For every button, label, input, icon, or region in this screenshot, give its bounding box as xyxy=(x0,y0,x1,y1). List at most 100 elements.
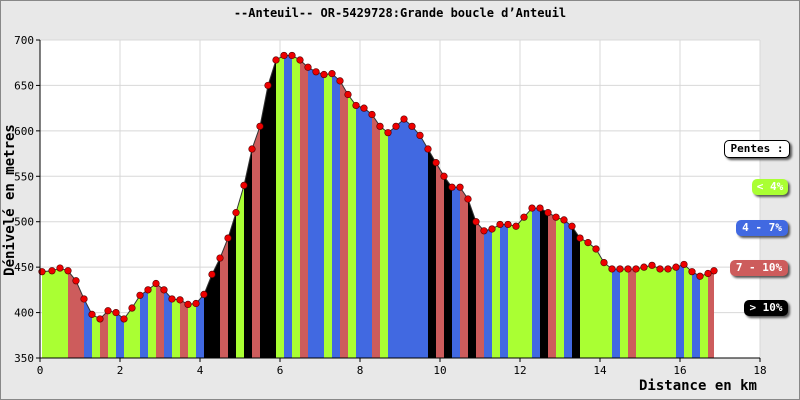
slope-band xyxy=(412,126,420,358)
legend-item-over-10: > 10% xyxy=(744,300,788,316)
x-tick-label: 12 xyxy=(513,364,526,377)
elevation-point xyxy=(112,308,120,317)
slope-band xyxy=(284,55,292,359)
slope-band xyxy=(348,94,356,358)
y-axis-ticks: 350 400 450 500 550 600 650 700 xyxy=(14,34,40,365)
elevation-point xyxy=(368,110,376,119)
slope-band xyxy=(676,264,684,358)
elevation-point xyxy=(176,296,184,304)
elevation-point xyxy=(360,104,368,112)
slope-band xyxy=(628,268,636,358)
slope-band xyxy=(188,303,196,358)
slope-band xyxy=(692,271,700,358)
slope-band xyxy=(212,258,220,358)
slope-band xyxy=(636,267,644,358)
y-tick-label: 550 xyxy=(14,170,34,183)
slope-band xyxy=(564,219,572,358)
x-tick-label: 0 xyxy=(37,364,44,377)
elevation-point xyxy=(424,145,432,153)
elevation-point xyxy=(448,183,456,191)
elevation-point xyxy=(240,181,248,189)
legend-title: Pentes : xyxy=(724,140,790,158)
elevation-point xyxy=(520,213,528,221)
slope-band xyxy=(620,268,628,358)
elevation-point xyxy=(288,51,296,60)
elevation-point xyxy=(304,63,312,71)
elevation-point xyxy=(104,307,112,315)
slope-band xyxy=(468,199,476,358)
elevation-point xyxy=(248,145,256,153)
slope-band xyxy=(60,268,68,358)
slope-band xyxy=(292,55,300,359)
elevation-point xyxy=(544,209,552,217)
slope-band xyxy=(492,224,500,358)
slope-band xyxy=(596,248,604,358)
slope-band xyxy=(332,73,340,359)
elevation-point xyxy=(352,101,360,110)
elevation-point xyxy=(592,245,600,253)
y-tick-label: 700 xyxy=(14,34,34,47)
slope-band xyxy=(116,312,124,358)
elevation-point xyxy=(696,272,704,280)
elevation-point xyxy=(384,129,392,137)
y-tick-label: 400 xyxy=(14,307,34,320)
slope-band xyxy=(148,283,156,358)
slope-band xyxy=(604,262,612,358)
slope-band xyxy=(532,208,540,358)
elevation-point xyxy=(456,183,464,191)
elevation-point xyxy=(200,290,208,299)
y-tick-label: 450 xyxy=(14,261,34,274)
elevation-point xyxy=(536,204,544,212)
elevation-point xyxy=(232,209,240,217)
y-axis-label: Dénivelé en metres xyxy=(2,124,18,276)
elevation-point xyxy=(432,159,440,167)
slope-band xyxy=(580,238,588,358)
slope-band xyxy=(380,126,388,358)
elevation-point xyxy=(560,216,568,224)
x-tick-label: 16 xyxy=(673,364,686,377)
elevation-point xyxy=(416,131,424,139)
elevation-point xyxy=(392,122,400,130)
elevation-point xyxy=(192,299,200,308)
slope-band xyxy=(356,105,364,358)
slope-band xyxy=(364,108,372,359)
elevation-point xyxy=(264,81,272,90)
elevation-point xyxy=(400,115,408,123)
x-axis-label: Distance en km xyxy=(639,378,757,394)
elevation-point xyxy=(256,122,264,130)
slope-band xyxy=(420,135,428,358)
elevation-point xyxy=(296,56,304,64)
elevation-point xyxy=(616,265,624,273)
elevation-point xyxy=(552,213,560,221)
elevation-point xyxy=(480,227,488,235)
x-axis-ticks: 0 2 4 6 8 10 12 14 16 18 xyxy=(37,358,767,377)
elevation-point xyxy=(224,234,232,242)
slope-band xyxy=(228,212,236,358)
slope-band xyxy=(556,217,564,358)
elevation-point xyxy=(648,261,656,269)
elevation-point xyxy=(136,291,144,299)
slope-band xyxy=(700,273,708,358)
elevation-point xyxy=(664,265,672,273)
elevation-point xyxy=(88,310,96,318)
slope-band xyxy=(572,226,580,358)
slope-band xyxy=(444,176,452,358)
slope-band xyxy=(220,238,228,358)
elevation-point xyxy=(710,267,718,275)
y-tick-label: 500 xyxy=(14,216,34,229)
elevation-point xyxy=(144,286,152,294)
elevation-point xyxy=(672,263,680,271)
slope-band xyxy=(588,242,596,358)
slope-band xyxy=(68,270,76,358)
elevation-point xyxy=(656,265,664,273)
elevation-point xyxy=(96,315,104,323)
elevation-point xyxy=(280,51,288,60)
slope-band xyxy=(436,162,444,358)
elevation-point xyxy=(48,267,56,275)
slope-band xyxy=(652,265,660,358)
x-tick-label: 6 xyxy=(277,364,284,377)
slope-band xyxy=(100,310,108,358)
elevation-point xyxy=(488,225,496,233)
elevation-point xyxy=(152,279,160,288)
y-tick-label: 600 xyxy=(14,125,34,138)
